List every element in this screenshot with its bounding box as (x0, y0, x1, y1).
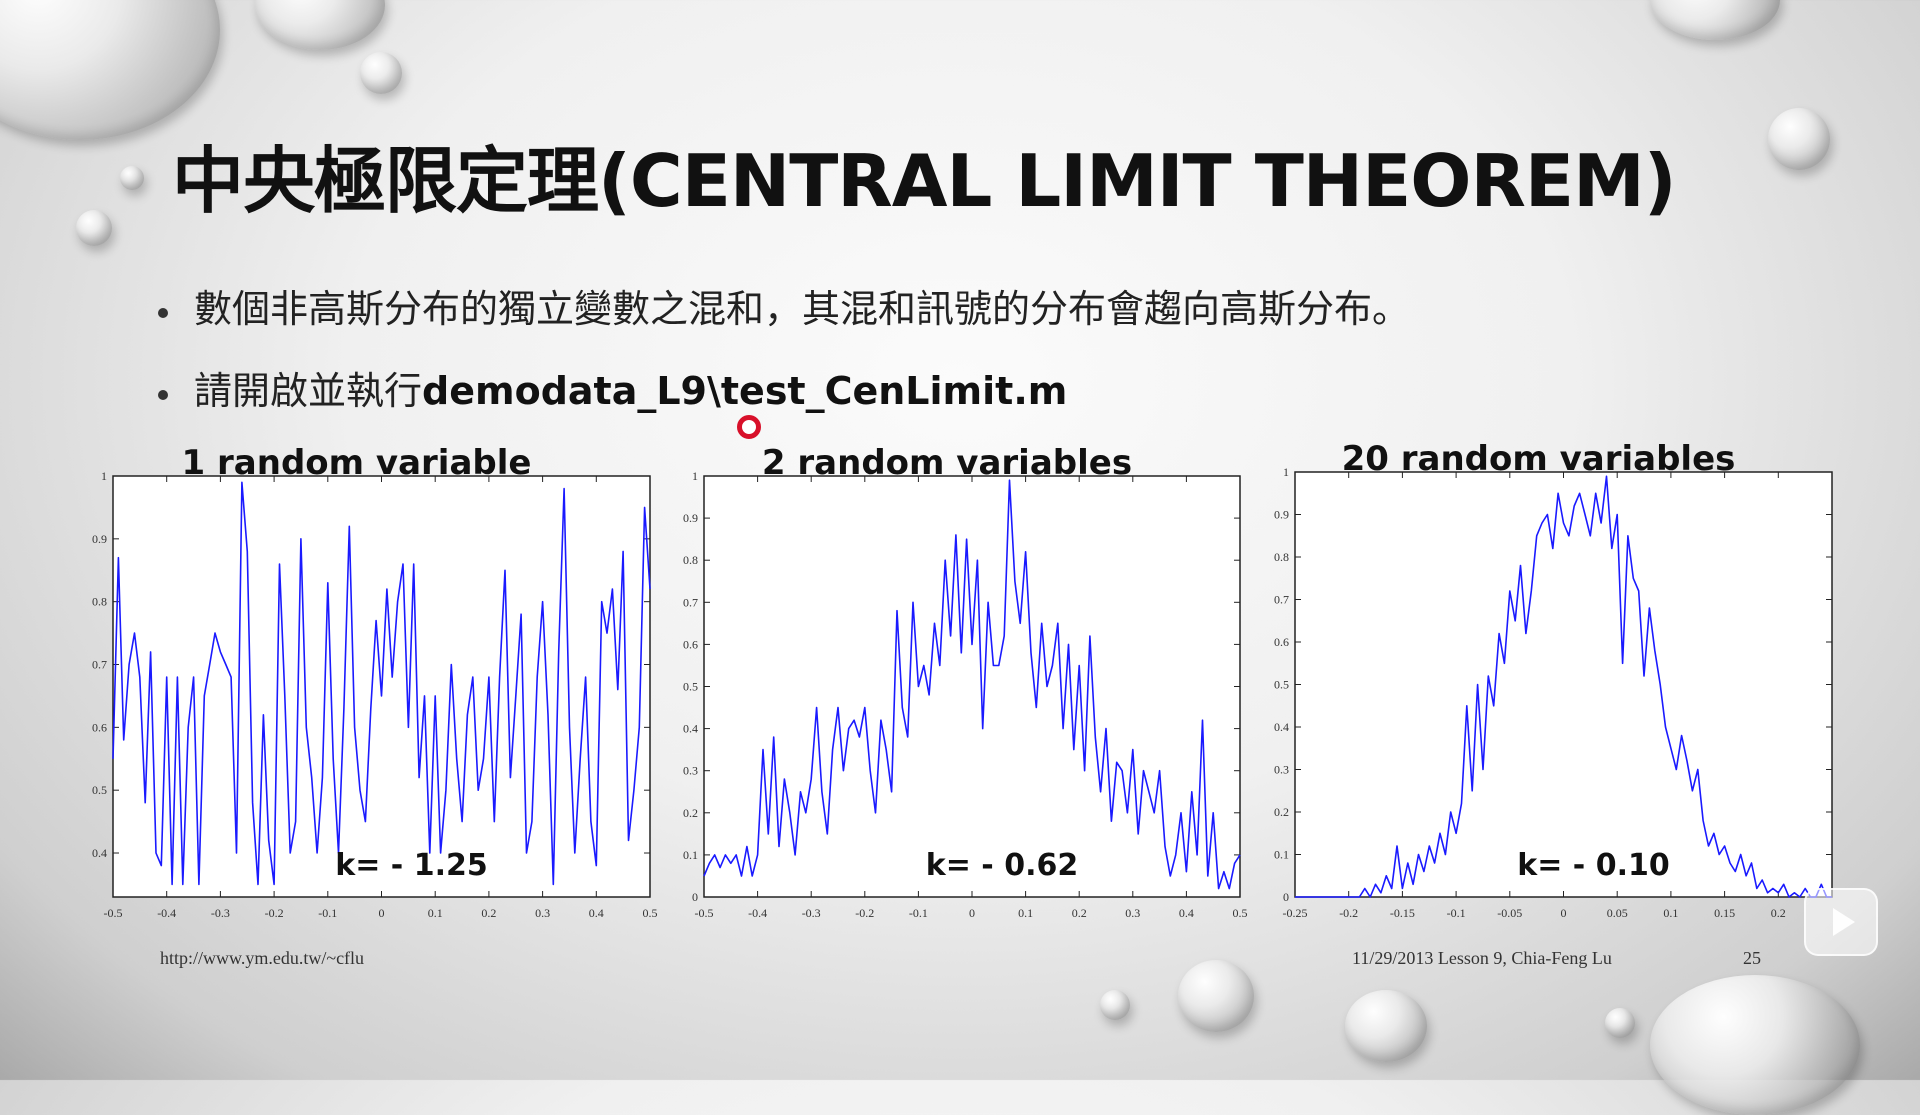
x-tick-label: 0.3 (1125, 906, 1140, 920)
x-tick-label: 0.5 (1233, 906, 1248, 920)
x-tick-label: -0.4 (157, 906, 176, 920)
x-tick-label: -0.1 (909, 906, 928, 920)
x-tick-label: -0.2 (855, 906, 874, 920)
chart-title: 2 random variables (762, 443, 1132, 483)
x-tick-label: 0 (969, 906, 975, 920)
y-tick-label: 0.5 (683, 680, 698, 694)
y-tick-label: 0.9 (1274, 508, 1289, 522)
water-drop-decoration (360, 52, 402, 94)
play-icon (1833, 908, 1855, 936)
water-drop-decoration (1768, 108, 1830, 170)
x-tick-label: 0.2 (1072, 906, 1087, 920)
y-tick-label: 0 (692, 890, 698, 904)
x-tick-label: -0.05 (1497, 906, 1522, 920)
x-tick-label: 0.1 (1018, 906, 1033, 920)
y-tick-label: 0.4 (1274, 720, 1289, 734)
mouse-cursor-indicator (737, 415, 761, 439)
series-line (1295, 475, 1832, 898)
x-tick-label: -0.15 (1390, 906, 1415, 920)
footer-page-number: 25 (1743, 948, 1761, 968)
y-tick-label: 0.8 (92, 595, 107, 609)
chart-title: 20 random variables (1342, 439, 1736, 479)
y-tick-label: 0.7 (1274, 593, 1289, 607)
x-tick-label: -0.1 (1447, 906, 1466, 920)
charts-area: 0.40.50.60.70.80.91-0.5 -0.4 -0.3 -0.2 -0.1 0… (92, 439, 1833, 920)
x-tick-label: -0.1 (318, 906, 337, 920)
x-tick-label: -0.2 (1339, 906, 1358, 920)
bullet-item: 數個非高斯分布的獨立變數之混和，其混和訊號的分布會趨向高斯分布。 (158, 278, 1410, 333)
x-tick-label: 0.5 (643, 906, 658, 920)
x-tick-label: 0.2 (481, 906, 496, 920)
y-tick-label: 0.8 (683, 553, 698, 567)
x-tick-label: 0.15 (1714, 906, 1735, 920)
y-tick-label: 0.5 (1274, 678, 1289, 692)
x-tick-label: 0 (379, 906, 385, 920)
y-tick-label: 0.4 (683, 722, 698, 736)
video-play-button[interactable] (1804, 888, 1878, 956)
footer-url: http://www.ym.edu.tw/~cflu (160, 948, 365, 968)
y-tick-label: 0.9 (683, 511, 698, 525)
water-drop-decoration (76, 210, 112, 246)
x-tick-label: 0.05 (1607, 906, 1628, 920)
footer-date-author: 11/29/2013 Lesson 9, Chia-Feng Lu (1352, 948, 1612, 968)
x-tick-label: -0.3 (802, 906, 821, 920)
y-tick-label: 0.3 (683, 764, 698, 778)
bullet-dot-icon (158, 307, 168, 318)
y-tick-label: 0.8 (1274, 550, 1289, 564)
kurtosis-label: k= - 0.10 (1517, 848, 1669, 883)
y-tick-label: 0.7 (92, 658, 107, 672)
plot-frame (1294, 471, 1833, 898)
y-tick-label: 0.3 (1274, 763, 1289, 777)
y-tick-label: 0.7 (683, 595, 698, 609)
x-tick-label: 0.4 (589, 906, 604, 920)
x-tick-label: 0.1 (1663, 906, 1678, 920)
bullet-dot-icon (158, 389, 168, 400)
water-drop-decoration (1178, 960, 1254, 1032)
y-tick-label: 0.9 (92, 532, 107, 546)
y-tick-label: 0.6 (92, 720, 107, 734)
y-tick-label: 1 (101, 469, 107, 483)
y-tick-label: 1 (1283, 465, 1289, 479)
water-drop-decoration (1100, 990, 1130, 1020)
y-tick-label: 0.6 (1274, 635, 1289, 649)
series-line (112, 481, 651, 886)
x-tick-label: -0.5 (695, 906, 714, 920)
series-line (703, 479, 1241, 890)
slide-title: 中央極限定理(CENTRAL LIMIT THEOREM) (172, 139, 1677, 223)
chart-1: 0.4 0.5 0.6 0.7 0.8 0.9 1 -0.5 -0.4 -0.3 -0.2 -0.1 0… (92, 443, 658, 920)
y-tick-label: 0.2 (1274, 805, 1289, 819)
x-tick-label: 0.4 (1179, 906, 1194, 920)
kurtosis-label: k= - 0.62 (926, 848, 1078, 883)
plot-frame (703, 475, 1241, 898)
y-tick-label: 0.6 (683, 637, 698, 651)
bullet-text: 數個非高斯分布的獨立變數之混和，其混和訊號的分布會趨向高斯分布。 (194, 287, 1411, 331)
water-drop-decoration (1345, 990, 1427, 1062)
water-drop-decoration (1605, 1008, 1635, 1038)
y-tick-label: 0.2 (683, 806, 698, 820)
script-filename: demodata_L9\test_CenLimit.m (422, 369, 1068, 413)
x-tick-label: -0.5 (104, 906, 123, 920)
x-tick-label: 0.2 (1771, 906, 1786, 920)
chart-title: 1 random variable (182, 443, 532, 483)
chart-3: 0 0.1 0.2 0.3 0.4 0.5 0.6 0.7 0.8 0.9 1 -0.25 -0.2 -0… (1274, 439, 1833, 920)
y-tick-label: 0.5 (92, 783, 107, 797)
bullet-item: 請開啟並執行demodata_L9\test_CenLimit.m (158, 360, 1067, 415)
x-tick-label: -0.4 (748, 906, 767, 920)
x-tick-label: 0 (1561, 906, 1567, 920)
x-tick-label: -0.25 (1283, 906, 1308, 920)
y-tick-label: 0 (1283, 890, 1289, 904)
water-drop-decoration (120, 166, 144, 190)
y-tick-label: 0.4 (92, 846, 107, 860)
x-tick-label: -0.2 (265, 906, 284, 920)
chart-2: 0 0.1 0.2 0.3 0.4 0.5 0.6 0.7 0.8 0.9 1 -0.5 -0.4 -0.… (683, 443, 1248, 920)
y-tick-label: 0.1 (1274, 848, 1289, 862)
x-tick-label: 0.3 (535, 906, 550, 920)
bullet-prefix: 請開啟並執行 (194, 369, 423, 413)
kurtosis-label: k= - 1.25 (335, 848, 487, 883)
y-tick-label: 1 (692, 469, 698, 483)
y-tick-label: 0.1 (683, 848, 698, 862)
x-tick-label: -0.3 (211, 906, 230, 920)
x-tick-label: 0.1 (428, 906, 443, 920)
